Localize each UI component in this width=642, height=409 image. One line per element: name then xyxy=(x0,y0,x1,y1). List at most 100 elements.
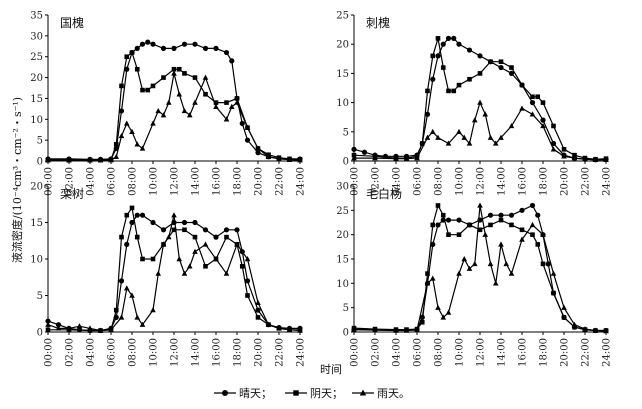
data-point-square xyxy=(124,54,130,60)
data-point-square xyxy=(182,71,187,76)
y-tick-label: 20 xyxy=(30,73,43,84)
series-circle xyxy=(45,39,303,162)
data-point-circle xyxy=(139,41,146,47)
data-point-circle xyxy=(202,227,209,233)
data-point-triangle xyxy=(160,241,167,247)
data-point-triangle xyxy=(150,307,156,313)
x-tick-label: 18:00 xyxy=(539,167,550,196)
data-point-triangle xyxy=(297,327,303,333)
x-tick-label: 10:00 xyxy=(455,167,466,196)
data-point-square xyxy=(255,315,261,320)
data-point-triangle xyxy=(403,155,410,161)
y-tick-label: 0 xyxy=(37,157,43,168)
x-tick-label: 06:00 xyxy=(413,167,424,196)
data-point-square xyxy=(203,91,208,97)
data-point-triangle xyxy=(76,323,83,329)
data-point-circle xyxy=(239,120,245,127)
legend-label: 晴天； xyxy=(239,387,272,400)
data-point-triangle xyxy=(561,153,567,159)
data-point-circle xyxy=(445,217,452,223)
x-tick-label: 00:00 xyxy=(44,338,55,367)
series-line-square xyxy=(353,203,606,332)
x-tick-label: 08:00 xyxy=(434,338,445,367)
data-point-circle xyxy=(435,222,441,228)
y-tick-label: 15 xyxy=(30,94,43,105)
x-tick-label: 22:00 xyxy=(581,338,592,367)
data-point-triangle xyxy=(244,256,251,262)
data-point-circle xyxy=(430,76,436,82)
data-point-square xyxy=(124,212,130,218)
data-point-triangle xyxy=(351,326,357,332)
data-point-triangle xyxy=(265,153,272,160)
data-point-circle xyxy=(55,322,62,328)
data-point-triangle xyxy=(244,124,251,130)
x-tick-label: 14:00 xyxy=(497,167,508,196)
x-tick-label: 02:00 xyxy=(371,338,382,367)
data-point-square xyxy=(498,217,504,223)
y-axis-label: 液流密度/(10⁻⁴cm³・cm⁻²・s⁻¹) xyxy=(10,97,24,263)
data-point-circle xyxy=(181,219,188,226)
data-point-triangle xyxy=(466,140,473,146)
y-tick-label: 35 xyxy=(30,11,43,22)
y-tick-label: 15 xyxy=(336,69,349,80)
x-tick-label: 02:00 xyxy=(371,167,382,196)
y-tick-label: 5 xyxy=(343,127,349,138)
data-point-circle xyxy=(145,39,151,45)
data-point-circle xyxy=(171,45,177,51)
data-point-triangle xyxy=(487,260,494,267)
x-tick-label: 12:00 xyxy=(476,167,487,196)
data-point-square xyxy=(213,100,219,105)
data-point-square xyxy=(530,94,535,100)
data-point-triangle xyxy=(592,156,599,163)
data-point-circle xyxy=(440,41,446,47)
y-tick-label: 30 xyxy=(336,182,349,193)
data-point-triangle xyxy=(213,103,219,109)
x-tick-label: 22:00 xyxy=(275,167,286,196)
data-point-triangle xyxy=(123,285,130,291)
data-point-triangle xyxy=(181,107,188,114)
data-point-square xyxy=(145,87,151,93)
data-point-circle xyxy=(202,45,209,51)
series-line-circle xyxy=(48,41,300,160)
data-point-circle xyxy=(244,278,251,284)
x-tick-label: 12:00 xyxy=(170,338,181,367)
data-point-triangle xyxy=(186,112,193,118)
data-point-triangle xyxy=(435,134,441,140)
data-point-triangle xyxy=(503,260,510,267)
data-point-square xyxy=(419,319,425,325)
data-point-triangle xyxy=(482,231,489,237)
data-point-square xyxy=(113,142,119,147)
x-tick-label: 00:00 xyxy=(350,167,361,196)
data-point-circle xyxy=(139,212,146,218)
data-point-square xyxy=(540,100,546,105)
legend-label: 阴天； xyxy=(310,387,343,400)
data-point-triangle xyxy=(487,134,494,140)
data-point-triangle xyxy=(519,236,525,242)
data-point-triangle xyxy=(150,120,156,126)
y-tick-label: 10 xyxy=(30,115,43,126)
y-tick-label: 20 xyxy=(336,40,349,51)
data-point-circle xyxy=(351,146,357,152)
data-point-circle xyxy=(160,227,167,233)
data-point-triangle xyxy=(108,157,114,163)
x-tick-label: 04:00 xyxy=(86,338,97,367)
data-point-circle xyxy=(255,150,261,156)
data-point-square xyxy=(561,147,567,152)
data-point-square xyxy=(467,222,472,228)
data-point-square xyxy=(535,242,541,247)
data-point-square xyxy=(45,327,51,333)
data-point-triangle xyxy=(529,221,536,228)
x-tick-label: 20:00 xyxy=(254,167,265,196)
y-tick-label: 15 xyxy=(30,218,43,229)
x-tick-label: 16:00 xyxy=(212,167,223,196)
data-point-circle xyxy=(118,278,125,284)
x-tick-label: 14:00 xyxy=(497,338,508,367)
data-point-square xyxy=(245,293,250,298)
data-point-triangle xyxy=(461,134,468,140)
data-point-square xyxy=(467,76,472,82)
data-point-circle xyxy=(550,140,557,147)
data-point-triangle xyxy=(113,153,120,160)
data-point-triangle xyxy=(571,321,578,327)
data-point-square xyxy=(551,123,556,129)
